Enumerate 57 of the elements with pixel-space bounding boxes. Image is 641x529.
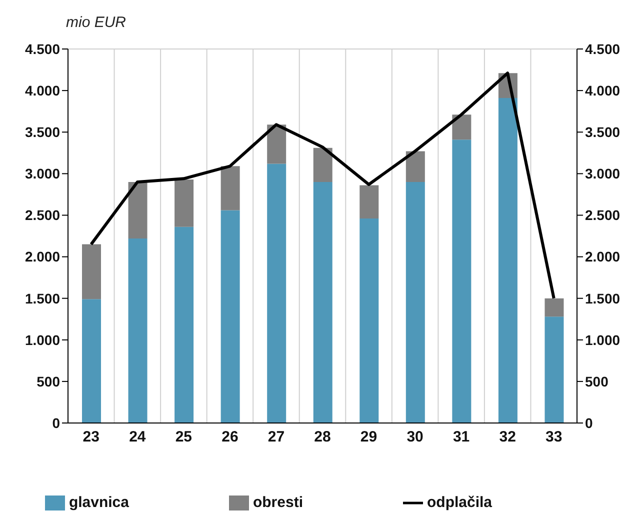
x-tick-label: 27	[268, 428, 285, 446]
bar	[544, 316, 564, 423]
bar	[82, 244, 101, 300]
bar	[267, 164, 286, 423]
x-tick-label: 29	[360, 428, 378, 446]
bar	[452, 114, 472, 140]
y-tick-label: 2.500	[24, 207, 60, 224]
line-series	[90, 72, 556, 300]
x-tick-label: 31	[452, 428, 470, 446]
bar	[267, 124, 286, 164]
bar	[406, 182, 425, 423]
y2-tick-label: 1.000	[585, 332, 620, 348]
y2-tick-label: 3.500	[585, 124, 620, 140]
x-tick-label: 32	[499, 428, 516, 446]
y-tick-label: 3.000	[24, 166, 60, 182]
bar	[220, 210, 240, 423]
bar	[174, 179, 194, 227]
y-tick-label: 0	[52, 414, 60, 431]
x-tick-label: 30	[406, 428, 424, 446]
y-tick-label: 500	[36, 373, 60, 390]
legend-label: odplačila	[427, 494, 492, 511]
y-axis-title: mio EUR	[66, 14, 126, 31]
y-tick-label: 1.500	[24, 290, 60, 306]
y-tick-label: 4.000	[24, 82, 60, 99]
y2-tick-label: 2.000	[585, 248, 620, 265]
x-tick-label: 25	[175, 428, 192, 446]
y2-tick-label: 0	[585, 414, 593, 431]
y2-tick-label: 2.500	[585, 207, 620, 224]
bar	[452, 140, 472, 423]
bar	[544, 298, 564, 317]
bar	[82, 299, 101, 423]
x-tick-label: 24	[129, 428, 146, 446]
bar	[220, 166, 240, 210]
bar	[406, 151, 425, 182]
y2-tick-label: 1.500	[585, 290, 620, 306]
x-tick-label: 28	[314, 428, 331, 446]
legend-label: glavnica	[68, 494, 129, 511]
y2-tick-label: 4.500	[585, 40, 620, 57]
bar	[360, 218, 379, 423]
y2-tick-label: 3.000	[585, 166, 620, 182]
x-tick-label: 26	[222, 428, 238, 446]
bar	[360, 185, 379, 219]
x-tick-label: 23	[82, 428, 100, 446]
y2-tick-label: 4.000	[585, 82, 620, 99]
y-tick-label: 3.500	[24, 124, 60, 140]
y-tick-label: 2.000	[24, 248, 60, 265]
x-tick-label: 33	[546, 428, 562, 446]
bar	[313, 182, 332, 423]
y-tick-label: 4.500	[24, 40, 60, 57]
bar	[128, 182, 148, 238]
bar	[174, 226, 194, 423]
y2-tick-label: 500	[585, 373, 609, 390]
bar	[313, 148, 332, 182]
bar	[128, 238, 148, 423]
legend-label: obresti	[252, 494, 303, 511]
y-tick-label: 1.000	[24, 332, 60, 348]
bar	[498, 98, 518, 423]
